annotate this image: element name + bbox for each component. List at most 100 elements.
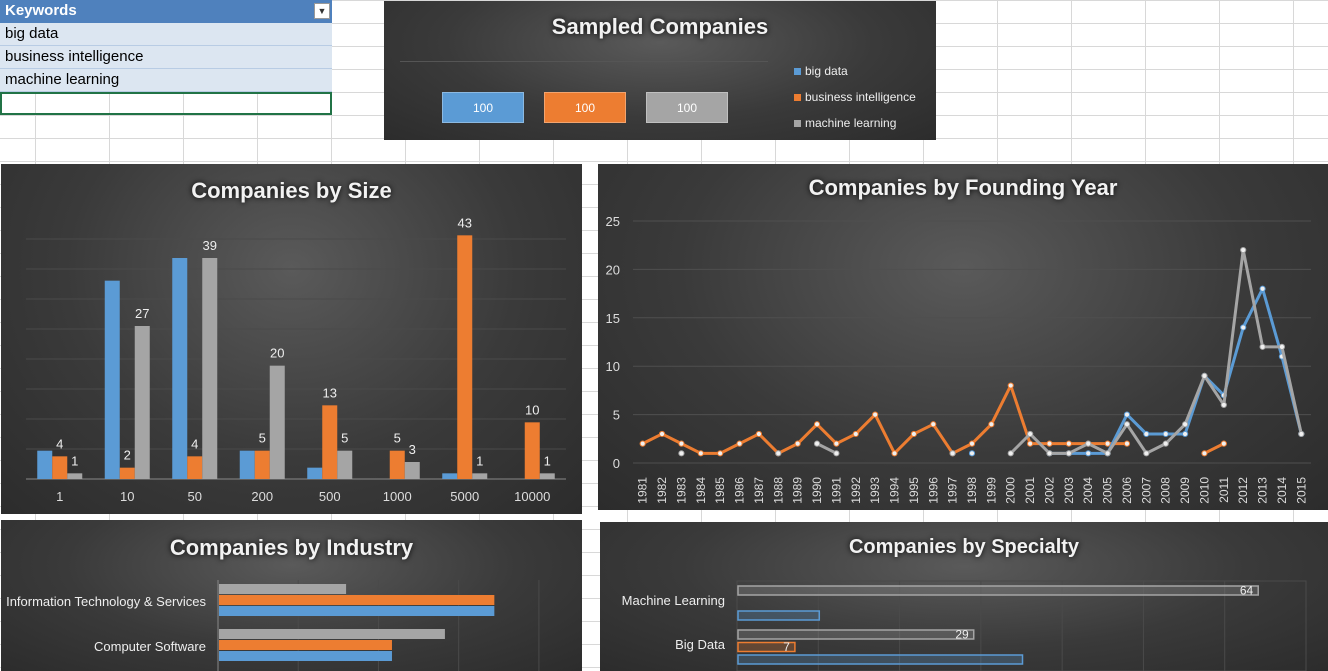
data-label: 4 — [56, 436, 63, 451]
bar — [67, 473, 83, 479]
x-tick-label: 2006 — [1120, 477, 1134, 504]
legend-swatch — [794, 67, 801, 75]
data-point — [775, 450, 782, 457]
data-label: 1 — [71, 453, 78, 468]
data-point — [813, 440, 821, 447]
bar — [219, 651, 392, 661]
bar — [524, 422, 540, 479]
bar — [269, 365, 285, 479]
companies-by-specialty-chart[interactable]: Companies by Specialty Machine Learning 6… — [600, 522, 1328, 671]
data-point — [1181, 421, 1189, 428]
data-point — [678, 450, 685, 457]
data-point — [1220, 401, 1227, 409]
table-row[interactable]: business intelligence — [0, 46, 332, 69]
bar — [104, 280, 120, 479]
keywords-header[interactable]: Keywords ▼ — [0, 0, 332, 23]
data-point — [1181, 430, 1189, 438]
data-point — [891, 450, 898, 457]
series-line — [1009, 248, 1303, 455]
bar — [737, 654, 1024, 665]
y-tick-label: 25 — [606, 214, 620, 229]
data-point — [1123, 411, 1131, 418]
series-line — [1049, 287, 1303, 455]
companies-by-size-chart[interactable]: Companies by Size 1 4 1 10 2 27 50 4 39 200 5 20 500… — [1, 164, 582, 514]
y-tick-label: Machine Learning — [622, 593, 725, 608]
bar — [307, 467, 323, 479]
companies-by-founding-year-chart[interactable]: Companies by Founding Year 0 5 10 15 20 25 198… — [598, 164, 1328, 510]
data-point — [1027, 440, 1034, 447]
x-tick-label: 2001 — [1023, 477, 1037, 504]
y-tick-label: 20 — [606, 262, 620, 277]
legend-label: big data — [805, 64, 848, 78]
table-row[interactable]: big data — [0, 23, 332, 46]
bar — [737, 610, 821, 621]
data-point — [755, 430, 763, 438]
legend-item: big data — [794, 58, 916, 84]
chart-title: Companies by Industry — [169, 535, 414, 560]
x-tick-label: 1994 — [888, 477, 902, 504]
bar — [219, 629, 445, 639]
legend-item: business intelligence — [794, 84, 916, 110]
legend-label: business intelligence — [805, 90, 916, 104]
x-tick-label: 2008 — [1159, 477, 1173, 504]
data-point — [1240, 246, 1247, 254]
bar — [37, 450, 53, 479]
x-tick-label: 1985 — [713, 477, 727, 504]
data-point — [1278, 343, 1286, 350]
series-line — [1203, 442, 1225, 455]
data-label: 2 — [124, 448, 131, 463]
data-point — [988, 421, 995, 428]
data-point — [1046, 450, 1053, 457]
x-tick-label: 50 — [188, 489, 202, 504]
legend-item: machine learning — [794, 110, 916, 136]
bar — [202, 258, 218, 479]
x-tick-label: 1998 — [965, 477, 979, 504]
data-point — [949, 450, 956, 457]
table-row[interactable]: machine learning — [0, 69, 332, 92]
data-point — [697, 450, 704, 457]
x-tick-label: 1992 — [849, 477, 863, 504]
x-tick-label: 1986 — [733, 477, 747, 504]
x-tick-label: 1996 — [926, 477, 940, 504]
data-point — [833, 440, 840, 447]
data-point — [813, 421, 821, 428]
data-point — [658, 430, 666, 438]
data-point — [1298, 430, 1305, 438]
y-tick-label: 5 — [613, 408, 620, 423]
y-tick-label: 15 — [606, 311, 620, 326]
x-tick-label: 10000 — [514, 489, 550, 504]
bar — [219, 584, 347, 594]
x-tick-label: 2013 — [1256, 477, 1270, 504]
y-tick-label: Big Data — [675, 637, 726, 652]
data-point — [1123, 421, 1131, 428]
sampled-companies-chart[interactable]: Sampled Companies 100 100 100 big data busi… — [384, 1, 936, 140]
bar — [389, 450, 405, 479]
legend-label: machine learning — [805, 116, 897, 130]
bar — [254, 450, 270, 479]
legend-swatch — [794, 119, 801, 127]
bar — [172, 258, 188, 479]
filter-dropdown-icon[interactable]: ▼ — [314, 3, 330, 19]
data-label: 43 — [458, 215, 472, 230]
data-label: 1 — [476, 453, 483, 468]
x-tick-label: 1000 — [383, 489, 412, 504]
data-label: 27 — [135, 306, 149, 321]
data-point — [1104, 440, 1111, 447]
x-tick-label: 2004 — [1081, 477, 1095, 504]
data-point — [1220, 440, 1227, 447]
companies-by-industry-chart[interactable]: Companies by Industry Information Techno… — [1, 520, 582, 671]
y-tick-label: Computer Software — [94, 639, 206, 654]
data-point — [1201, 372, 1208, 379]
keywords-table: Keywords ▼ big data business intelligenc… — [0, 0, 332, 115]
data-point — [1104, 450, 1111, 457]
x-tick-label: 1997 — [946, 477, 960, 504]
data-point — [1201, 450, 1208, 457]
x-tick-label: 1999 — [984, 477, 998, 504]
data-label: 1 — [544, 453, 551, 468]
x-tick-label: 1995 — [907, 477, 921, 504]
selected-cell[interactable] — [0, 92, 332, 115]
bar — [52, 456, 68, 479]
data-label: 39 — [203, 238, 217, 253]
chart-title: Companies by Specialty — [848, 536, 1080, 558]
x-tick-label: 1988 — [771, 477, 785, 504]
